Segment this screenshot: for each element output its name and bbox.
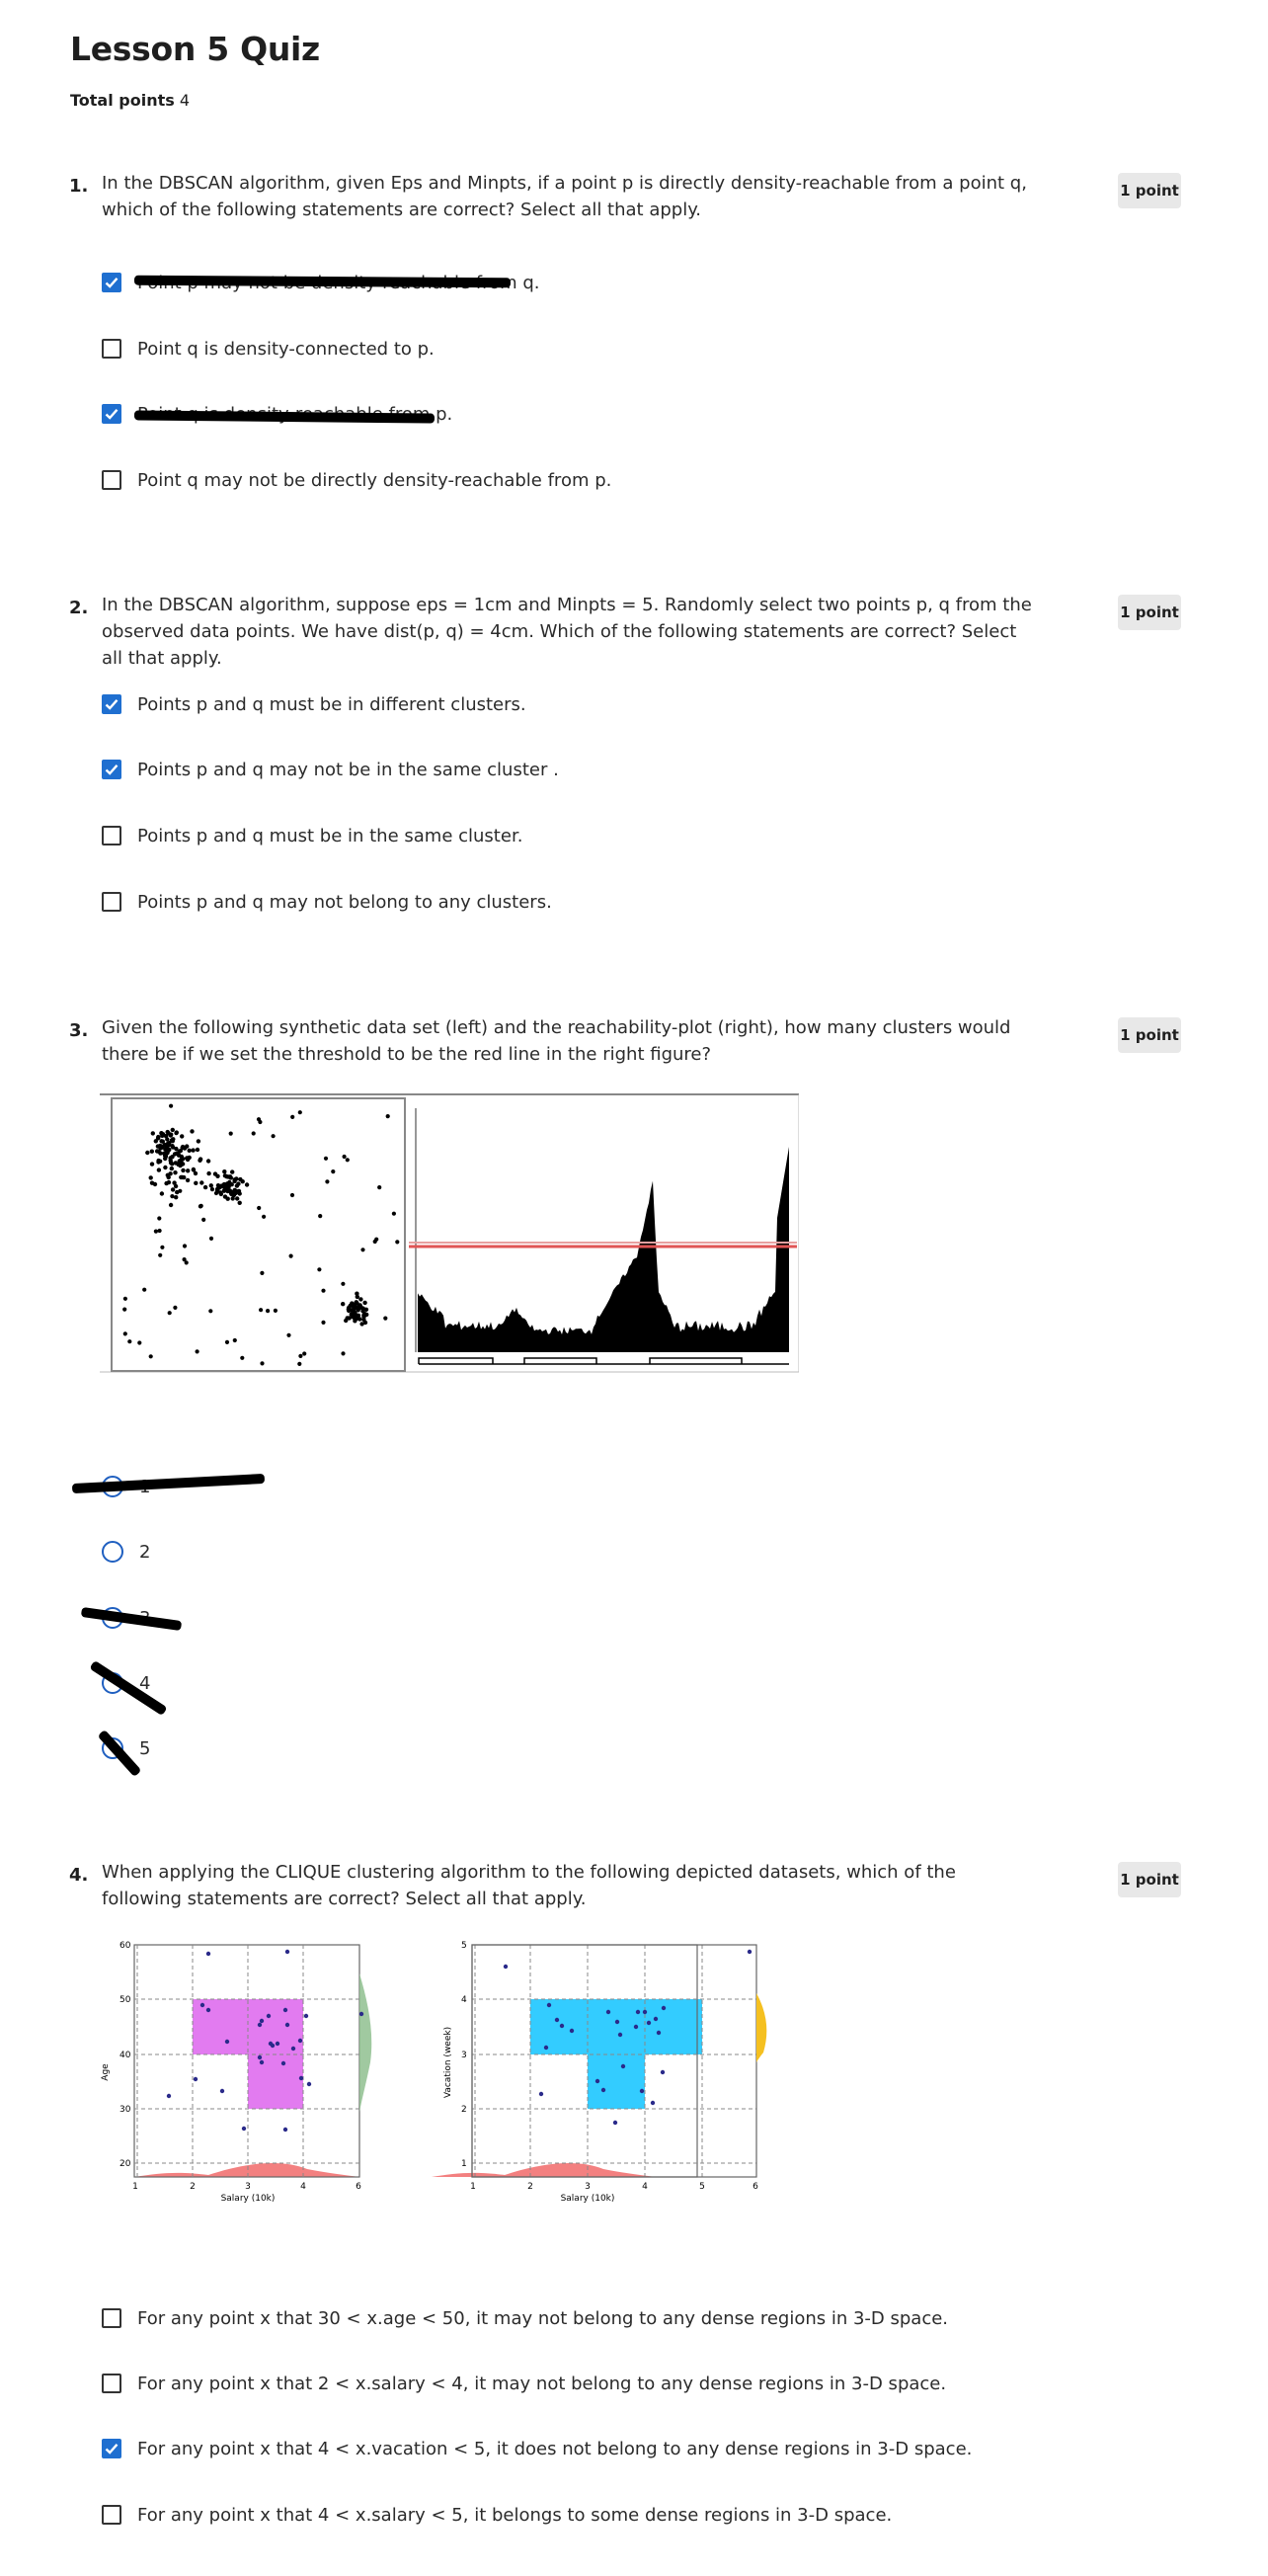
checkbox-checked[interactable] <box>102 404 121 424</box>
clique-left-panel: 60 50 40 30 20 Age 1 2 3 4 6 Salary (10k… <box>101 1941 656 2204</box>
q2-option-2-label: Points p and q may not be in the same cl… <box>137 759 559 780</box>
checkbox[interactable] <box>102 470 121 490</box>
right-xtick: 2 <box>527 2182 533 2192</box>
q3-option-2-label: 2 <box>139 1541 151 1563</box>
q4-option-2[interactable]: For any point x that 2 < x.salary < 4, i… <box>102 2371 946 2396</box>
vacation-dense-region <box>530 1999 702 2054</box>
question-3-number: 3. <box>69 1020 89 1041</box>
right-xtick: 3 <box>585 2182 591 2192</box>
q2-option-1[interactable]: Points p and q must be in different clus… <box>102 691 526 717</box>
left-xtick: 3 <box>245 2182 251 2192</box>
q1-option-4[interactable]: Point q may not be directly density-reac… <box>102 467 611 493</box>
checkbox[interactable] <box>102 2308 121 2328</box>
right-ytick: 1 <box>461 2159 467 2169</box>
left-ytick: 60 <box>119 1941 131 1951</box>
q2-option-4-label: Points p and q may not belong to any clu… <box>137 891 552 913</box>
checkbox-checked[interactable] <box>102 694 121 714</box>
left-ytick: 40 <box>119 2051 131 2060</box>
q2-option-4[interactable]: Points p and q may not belong to any clu… <box>102 889 552 915</box>
q4-option-2-label: For any point x that 2 < x.salary < 4, i… <box>137 2373 947 2394</box>
cluster-brackets <box>418 1357 789 1365</box>
left-xtick: 6 <box>356 2182 361 2192</box>
clique-figure: 60 50 40 30 20 Age 1 2 3 4 6 Salary (10k… <box>101 1941 767 2204</box>
q4-option-1-label: For any point x that 30 < x.age < 50, it… <box>137 2307 949 2329</box>
left-ytick: 50 <box>119 1995 131 2005</box>
right-xtick: 5 <box>699 2182 705 2192</box>
q4-option-3[interactable]: For any point x that 4 < x.vacation < 5,… <box>102 2436 972 2461</box>
q1-option-2[interactable]: Point q is density-connected to p. <box>102 336 435 362</box>
left-ylabel: Age <box>101 2063 111 2081</box>
q2-option-3[interactable]: Points p and q must be in the same clust… <box>102 823 522 848</box>
q4-option-1[interactable]: For any point x that 30 < x.age < 50, it… <box>102 2305 948 2331</box>
q4-option-4-label: For any point x that 4 < x.salary < 5, i… <box>137 2504 893 2526</box>
right-ytick: 4 <box>461 1995 467 2005</box>
q3-option-5-label: 5 <box>139 1737 151 1759</box>
question-2-number: 2. <box>69 598 89 618</box>
total-points-value: 4 <box>179 91 191 110</box>
right-ytick: 3 <box>461 2051 467 2060</box>
q3-option-2[interactable]: 2 <box>102 1539 150 1565</box>
question-4-text: When applying the CLIQUE clustering algo… <box>102 1862 956 1909</box>
right-ylabel: Vacation (week) <box>443 2027 453 2098</box>
reachability-plot <box>418 1147 789 1352</box>
question-1-points-badge: 1 point <box>1118 173 1181 208</box>
checkbox[interactable] <box>102 2374 121 2393</box>
q2-option-2[interactable]: Points p and q may not be in the same cl… <box>102 757 559 782</box>
q1-option-4-label: Point q may not be directly density-reac… <box>137 469 612 491</box>
question-3-points-badge: 1 point <box>1118 1017 1181 1053</box>
page-title: Lesson 5 Quiz <box>70 30 320 68</box>
q1-option-2-label: Point q is density-connected to p. <box>137 338 435 360</box>
checkbox[interactable] <box>102 339 121 359</box>
dbscan-figure <box>100 1093 800 1373</box>
radio-button[interactable] <box>102 1541 123 1563</box>
right-xtick: 1 <box>470 2182 476 2192</box>
checkbox[interactable] <box>102 892 121 912</box>
scatter-points <box>122 1103 400 1366</box>
left-xtick: 4 <box>300 2182 306 2192</box>
checkbox-checked[interactable] <box>102 2439 121 2458</box>
right-xtick: 6 <box>753 2182 758 2192</box>
question-3-figure <box>100 1093 800 1374</box>
question-1-number: 1. <box>69 176 89 197</box>
question-2-text: In the DBSCAN algorithm, suppose eps = 1… <box>102 595 1032 669</box>
question-4-figure: 60 50 40 30 20 Age 1 2 3 4 6 Salary (10k… <box>100 1934 791 2211</box>
right-ytick: 5 <box>461 1941 467 1951</box>
question-1-text: In the DBSCAN algorithm, given Eps and M… <box>102 173 1027 220</box>
left-ytick: 20 <box>119 2159 131 2169</box>
left-ytick: 30 <box>119 2105 131 2115</box>
left-xlabel: Salary (10k) <box>221 2194 276 2204</box>
right-xlabel: Salary (10k) <box>561 2194 615 2204</box>
checkbox[interactable] <box>102 826 121 845</box>
right-ytick: 2 <box>461 2105 467 2115</box>
left-xtick: 1 <box>132 2182 138 2192</box>
question-3-text: Given the following synthetic data set (… <box>102 1017 1011 1065</box>
age-dense-region <box>248 2054 303 2109</box>
q4-option-4[interactable]: For any point x that 4 < x.salary < 5, i… <box>102 2502 892 2528</box>
right-xtick: 4 <box>642 2182 648 2192</box>
checkbox-checked[interactable] <box>102 760 121 779</box>
checkbox[interactable] <box>102 2505 121 2525</box>
q3-option-4-label: 4 <box>139 1672 151 1694</box>
question-2-points-badge: 1 point <box>1118 595 1181 630</box>
checkbox-checked[interactable] <box>102 273 121 292</box>
question-4-number: 4. <box>69 1865 89 1886</box>
q2-option-1-label: Points p and q must be in different clus… <box>137 693 526 715</box>
q2-option-3-label: Points p and q must be in the same clust… <box>137 825 523 846</box>
question-4-points-badge: 1 point <box>1118 1862 1181 1897</box>
total-points: Total points 4 <box>70 91 190 110</box>
q4-option-3-label: For any point x that 4 < x.vacation < 5,… <box>137 2438 973 2459</box>
left-xtick: 2 <box>190 2182 196 2192</box>
clique-right-panel: 5 4 3 2 1 Vacation (week) 1 2 3 4 5 6 Sa… <box>443 1941 767 2204</box>
total-points-label: Total points <box>70 91 175 110</box>
